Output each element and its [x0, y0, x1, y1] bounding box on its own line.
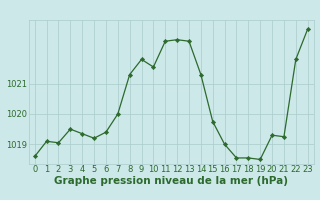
X-axis label: Graphe pression niveau de la mer (hPa): Graphe pression niveau de la mer (hPa) — [54, 176, 288, 186]
